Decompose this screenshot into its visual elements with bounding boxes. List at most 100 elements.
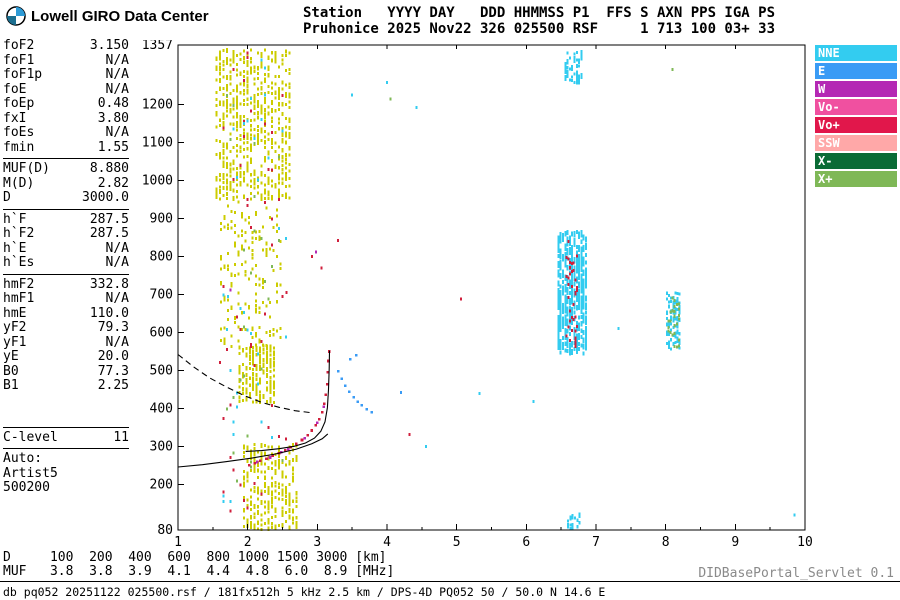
echo-cluster-spread-f-upper — [215, 48, 291, 201]
svg-text:1200: 1200 — [142, 98, 173, 113]
param-value: N/A — [105, 125, 129, 140]
param-value: 11 — [113, 429, 129, 445]
panel-divider — [3, 158, 129, 159]
svg-text:1: 1 — [174, 535, 182, 550]
param-row-fof2: foF2 3.150 — [3, 38, 129, 54]
legend-entry-ssw: SSW — [815, 135, 897, 151]
panel-divider — [3, 208, 129, 210]
param-label: hmF1 — [3, 291, 35, 306]
param-label: MUF(D) — [3, 161, 50, 176]
fitted-trace-hf-trace-fit — [245, 350, 331, 452]
param-label: yE — [3, 349, 19, 364]
param-label: hmE — [3, 305, 27, 321]
servlet-version: DIDBasePortal_Servlet 0.1 — [698, 566, 894, 581]
legend-entry-x: X- — [815, 153, 897, 169]
svg-text:200: 200 — [150, 477, 173, 492]
svg-text:2: 2 — [244, 535, 252, 550]
fitted-trace-extrapolation — [177, 354, 311, 414]
param-label: h`E — [3, 240, 27, 256]
param-value: N/A — [105, 52, 129, 68]
param-value: 3.80 — [97, 110, 129, 126]
param-row-foe: foE N/A — [3, 81, 129, 98]
echo-cluster-f2-echo-main — [557, 230, 587, 356]
param-row-he: h`E N/A — [3, 240, 129, 257]
bottom-divider — [0, 581, 900, 582]
auto-line: 500200 — [3, 480, 129, 496]
echo-cluster-spread-sprinkle-red — [218, 51, 287, 513]
param-value: 77.3 — [97, 363, 129, 379]
svg-text:1000: 1000 — [142, 174, 173, 189]
param-value: 20.0 — [97, 349, 129, 364]
svg-text:800: 800 — [150, 250, 173, 265]
direction-legend: NNE E W Vo- Vo+ SSW X- X+ — [815, 45, 897, 189]
echo-cluster-spread-f-mid — [220, 200, 282, 348]
svg-text:400: 400 — [150, 401, 173, 416]
legend-entry-x: X+ — [815, 171, 897, 187]
svg-text:300: 300 — [150, 439, 173, 454]
svg-text:9: 9 — [731, 535, 739, 550]
param-label: D — [3, 190, 11, 205]
panel-gap — [3, 394, 129, 424]
param-value: 1.55 — [97, 139, 129, 155]
param-value: 79.3 — [97, 320, 129, 335]
legend-entry-vo: Vo+ — [815, 117, 897, 133]
status-line: db pq052 20251122 025500.rsf / 181fx512h… — [3, 585, 606, 599]
param-row-fmin: fmin 1.55 — [3, 139, 129, 156]
param-label: fxI — [3, 110, 27, 126]
svg-text:900: 900 — [150, 212, 173, 227]
echo-cluster-f2-echo-upper — [564, 50, 583, 85]
param-label: foF1p — [3, 67, 43, 82]
param-label: hmF2 — [3, 276, 35, 292]
echo-cluster-f2-echo-second-green — [667, 296, 680, 349]
param-row-ye: yE 20.0 — [3, 349, 129, 365]
param-label: foEs — [3, 125, 35, 140]
param-label: foF1 — [3, 52, 35, 68]
svg-text:5: 5 — [453, 535, 461, 550]
svg-text:600: 600 — [150, 326, 173, 341]
station-header: Station YYYY DAY DDD HHMMSS P1 FFS S AXN… — [303, 5, 775, 37]
param-label: C-level — [3, 429, 58, 445]
param-label: h`F — [3, 211, 27, 227]
svg-text:3: 3 — [313, 535, 321, 550]
param-row-yf1: yF1 N/A — [3, 334, 129, 351]
echo-cluster-spread-sprinkle-green — [225, 94, 284, 483]
legend-entry-vo: Vo- — [815, 99, 897, 115]
svg-text:1100: 1100 — [142, 136, 173, 151]
param-row-md: M(D) 2.82 — [3, 175, 129, 192]
param-value: 2.82 — [97, 175, 129, 191]
auto-text: 500200 — [3, 480, 50, 495]
ionogram-plot[interactable]: 1 2 3 4 5 6 7 8 9 10 1357 1200 1100 1000 900 800 700 600 5… — [130, 40, 830, 550]
echo-cluster-bottom-noise-cyan — [567, 512, 581, 531]
param-label: h`Es — [3, 255, 35, 270]
param-label: yF1 — [3, 334, 27, 350]
legend-entry-w: W — [815, 81, 897, 97]
param-row-hf: h`F 287.5 — [3, 211, 129, 228]
param-row-b0: B0 77.3 — [3, 363, 129, 380]
svg-text:500: 500 — [150, 363, 173, 378]
param-value: N/A — [105, 81, 129, 97]
svg-text:1357: 1357 — [142, 40, 173, 53]
svg-text:10: 10 — [797, 535, 813, 550]
param-row-yf2: yF2 79.3 — [3, 320, 129, 336]
param-value: 110.0 — [89, 305, 129, 321]
param-label: M(D) — [3, 175, 35, 191]
panel-divider — [3, 426, 129, 428]
echo-points — [215, 48, 796, 531]
svg-text:80: 80 — [157, 523, 173, 538]
auto-text: Auto: — [3, 451, 43, 466]
svg-text:4: 4 — [383, 535, 391, 550]
param-row-fof1p: foF1p N/A — [3, 67, 129, 83]
param-value: 8.880 — [89, 161, 129, 176]
param-row-fxi: fxI 3.80 — [3, 110, 129, 127]
param-row-b1: B1 2.25 — [3, 378, 129, 394]
svg-text:6: 6 — [522, 535, 530, 550]
param-row-foep: foEp 0.48 — [3, 96, 129, 112]
station-header-line1: Station YYYY DAY DDD HHMMSS P1 FFS S AXN… — [303, 5, 776, 21]
parameter-panel: foF2 3.150 foF1 N/A foF1p N/A foE N/A foEp 0.48 fx… — [3, 38, 129, 496]
param-row-clevel: C-level 11 — [3, 429, 129, 446]
param-label: h`F2 — [3, 226, 35, 241]
isolated-echo-points — [227, 68, 796, 517]
param-value: N/A — [105, 240, 129, 256]
param-row-fof1: foF1 N/A — [3, 52, 129, 69]
panel-divider — [3, 448, 129, 449]
